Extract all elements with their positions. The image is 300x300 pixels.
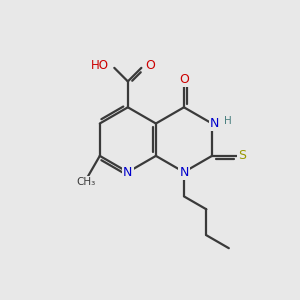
Text: S: S <box>238 149 246 162</box>
Text: HO: HO <box>90 59 108 72</box>
Text: H: H <box>224 116 232 126</box>
Text: O: O <box>179 73 189 86</box>
Text: O: O <box>145 59 155 72</box>
Text: CH₃: CH₃ <box>76 177 96 187</box>
Text: N: N <box>210 117 220 130</box>
Text: N: N <box>179 166 189 178</box>
Text: N: N <box>123 166 133 178</box>
